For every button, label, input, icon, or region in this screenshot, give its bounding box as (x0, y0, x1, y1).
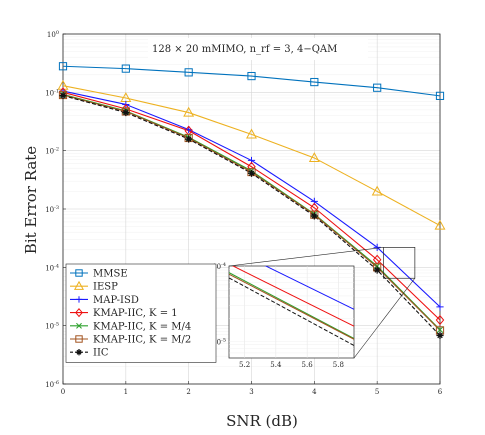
legend-entry: KMAP-IIC, K = M/2 (93, 335, 191, 346)
zoom-connector (228, 247, 384, 267)
series-point-0 (435, 91, 445, 100)
x-tick-label: 1 (124, 388, 128, 396)
annotation-box: 128 × 20 mMIMO, n_rf = 3, 4−QAM (148, 38, 368, 60)
y-axis-ticks: 10-6 10-5 10-4 10-3 10-2 10-1 100 (45, 30, 66, 389)
y-tick-label: 100 (47, 30, 59, 39)
series-point-6 (436, 331, 444, 340)
series-line-1 (62, 85, 441, 227)
series-point-4 (436, 326, 444, 334)
inset-series-line-3 (231, 266, 354, 327)
series-point-0 (58, 62, 68, 71)
series-point-0 (247, 71, 256, 81)
inset-frame (228, 265, 355, 359)
legend-marker (75, 296, 83, 303)
legend-entry: MMSE (93, 269, 128, 280)
series-point-6 (310, 212, 318, 220)
legend-marker (75, 269, 83, 277)
legend-marker (75, 307, 83, 318)
legend-marker (76, 322, 82, 329)
series-point-6 (185, 135, 193, 143)
x-tick-label: 2 (186, 388, 190, 396)
series-point-1 (371, 185, 383, 196)
series-point-1 (246, 128, 257, 139)
series-point-6 (247, 169, 256, 177)
series-point-1 (183, 106, 195, 117)
x-tick-label: 0 (61, 388, 65, 396)
inset-x-tick-label: 5.4 (270, 361, 282, 369)
series-markers (57, 62, 446, 340)
series-point-6 (122, 108, 130, 117)
inset-series-line-4 (229, 272, 354, 339)
series-point-3 (184, 125, 193, 136)
series-point-6 (373, 266, 381, 274)
series-line-0 (62, 65, 441, 97)
y-tick-label: 10-6 (45, 380, 59, 389)
series-point-6 (59, 91, 67, 100)
inset-y-tick-label: 10-4 (212, 262, 226, 271)
inset-x-tick-label: 5.2 (239, 361, 250, 369)
series-point-0 (184, 68, 193, 77)
zoom-connector (353, 278, 416, 359)
y-tick-label: 10-3 (45, 205, 59, 214)
x-tick-label: 5 (375, 388, 379, 396)
inset-x-tick-label: 5.8 (333, 361, 344, 369)
legend-entry: KMAP-IIC, K = M/4 (93, 321, 191, 332)
inset-lines (229, 266, 354, 346)
legend-box (65, 263, 217, 363)
x-tick-label: 6 (438, 388, 443, 396)
legend-entry: IIC (93, 348, 109, 359)
inset-series-line-2 (264, 266, 354, 310)
series-line-3 (62, 91, 441, 321)
legend-entry: KMAP-IIC, K = 1 (93, 308, 178, 319)
series-point-3 (435, 314, 445, 326)
legend-marker (73, 280, 85, 290)
series-point-0 (121, 64, 130, 73)
series-point-2 (373, 243, 381, 251)
x-tick-label: 3 (249, 388, 253, 396)
series-point-1 (434, 219, 446, 230)
inset-x-tick-label: 5.6 (302, 361, 314, 369)
y-tick-label: 10-5 (45, 322, 59, 331)
legend-marker (75, 335, 83, 343)
y-axis-label: Bit Error Rate (22, 146, 40, 254)
inset-plot: 5.2 5.4 5.6 5.8 10-4 10-5 (212, 262, 355, 369)
y-tick-label: 10-2 (45, 147, 59, 156)
inset-series-line-5 (229, 273, 354, 340)
legend-entry: MAP-ISD (93, 295, 139, 306)
series-point-0 (310, 77, 319, 87)
zoom-box (383, 247, 416, 279)
zoom-indicator (228, 247, 416, 359)
inset-y-tick-label: 10-5 (212, 337, 226, 346)
series-point-3 (310, 202, 319, 213)
legend-marker (75, 349, 83, 356)
x-axis-label: SNR (dB) (226, 412, 298, 430)
legend-entry: IESP (93, 282, 118, 293)
y-tick-label: 10-1 (45, 88, 59, 97)
legend: MMSE IESP MAP-ISD KMAP-IIC, K = 1 KMAP-IIC, … (65, 263, 217, 363)
annotation-text: 128 × 20 mMIMO, n_rf = 3, 4−QAM (152, 44, 337, 55)
series-point-1 (308, 152, 320, 163)
x-tick-label: 4 (312, 388, 317, 396)
y-tick-label: 10-4 (45, 263, 59, 272)
series-point-0 (373, 83, 382, 92)
x-axis-ticks: 0 1 2 3 4 5 6 (61, 381, 443, 396)
series-point-2 (436, 303, 444, 311)
